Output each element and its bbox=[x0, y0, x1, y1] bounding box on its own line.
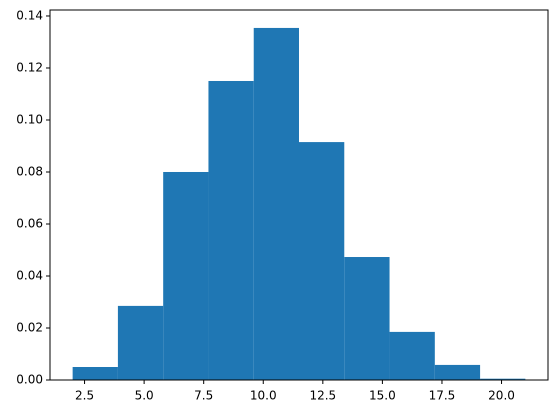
histogram-bar bbox=[480, 378, 526, 380]
y-tick-label: 0.08 bbox=[16, 164, 43, 178]
y-tick-label: 0.10 bbox=[16, 112, 43, 126]
x-tick-label: 7.5 bbox=[194, 389, 213, 403]
x-tick-label: 5.0 bbox=[135, 389, 154, 403]
histogram-bar bbox=[389, 331, 435, 380]
histogram-bar bbox=[117, 305, 164, 380]
histogram-bar bbox=[253, 27, 299, 380]
histogram-bar bbox=[434, 364, 481, 380]
x-tick-label: 12.5 bbox=[309, 389, 336, 403]
histogram-bar bbox=[344, 257, 390, 380]
y-tick-label: 0.02 bbox=[16, 320, 43, 334]
plot-frame bbox=[49, 9, 549, 381]
y-tick-label: 0.06 bbox=[16, 216, 43, 230]
histogram-bar bbox=[208, 80, 254, 381]
y-tick-label: 0.12 bbox=[16, 60, 43, 74]
x-tick-label: 17.5 bbox=[429, 389, 456, 403]
y-tick-label: 0.04 bbox=[16, 268, 43, 282]
histogram-bar bbox=[299, 142, 345, 380]
histogram-bar bbox=[72, 366, 118, 380]
x-tick-label: 20.0 bbox=[488, 389, 515, 403]
x-tick-label: 15.0 bbox=[369, 389, 396, 403]
x-tick-label: 10.0 bbox=[250, 389, 277, 403]
histogram-bar bbox=[163, 171, 209, 380]
y-tick-label: 0.14 bbox=[16, 8, 43, 22]
y-tick-label: 0.00 bbox=[16, 373, 43, 387]
x-tick-label: 2.5 bbox=[75, 389, 94, 403]
